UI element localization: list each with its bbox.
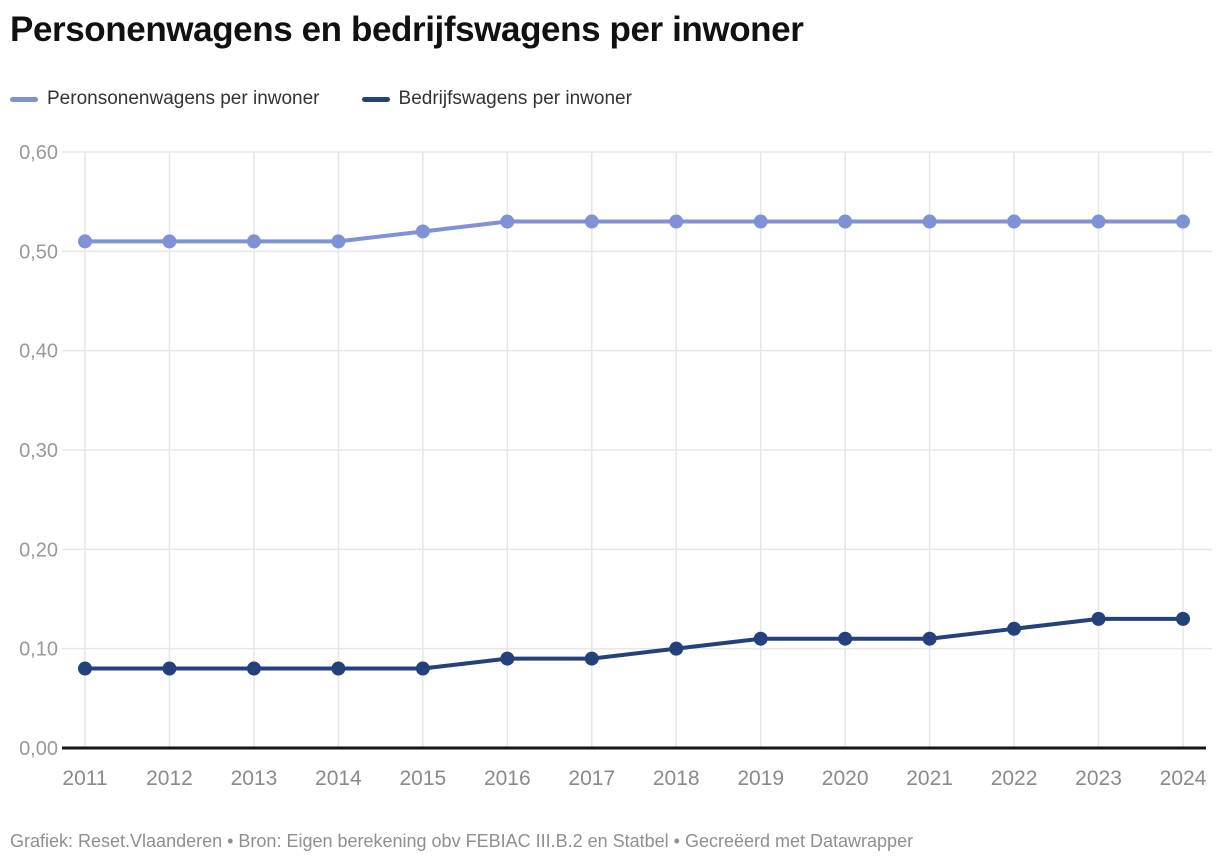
legend-swatch-bedrijfswagens-icon — [361, 96, 390, 102]
y-tick-label: 0,40 — [19, 341, 58, 363]
y-tick-label: 0,50 — [19, 241, 58, 263]
legend-item-personenwagens: Peronsonenwagens per inwoner — [10, 88, 320, 110]
y-tick-label: 0,10 — [19, 639, 58, 661]
x-tick-label: 2011 — [62, 767, 107, 790]
data-point-bedrijfswagens-2014[interactable] — [331, 661, 346, 676]
data-point-bedrijfswagens-2020[interactable] — [838, 631, 853, 646]
data-point-bedrijfswagens-2024[interactable] — [1176, 611, 1190, 626]
legend-item-bedrijfswagens: Bedrijfswagens per inwoner — [361, 88, 632, 110]
data-point-peronsonenwagens-2016[interactable] — [500, 214, 515, 229]
x-tick-label: 2017 — [568, 767, 615, 790]
x-tick-label: 2012 — [146, 767, 193, 790]
x-tick-label: 2013 — [231, 767, 278, 790]
data-point-peronsonenwagens-2014[interactable] — [331, 234, 346, 249]
data-point-peronsonenwagens-2020[interactable] — [838, 214, 853, 229]
data-point-bedrijfswagens-2021[interactable] — [922, 631, 937, 646]
data-point-bedrijfswagens-2017[interactable] — [584, 651, 599, 666]
y-tick-label: 0,60 — [19, 142, 58, 164]
data-point-peronsonenwagens-2022[interactable] — [1007, 214, 1022, 229]
x-tick-label: 2020 — [822, 767, 869, 790]
legend-swatch-personenwagens-icon — [10, 96, 38, 102]
legend: Peronsonenwagens per inwoner Bedrijfswag… — [10, 88, 632, 110]
data-point-bedrijfswagens-2019[interactable] — [753, 631, 768, 646]
y-tick-label: 0,00 — [19, 738, 58, 760]
data-point-bedrijfswagens-2011[interactable] — [78, 661, 92, 676]
legend-item-label: Bedrijfswagens per inwoner — [398, 88, 632, 109]
series-line-bedrijfswagens — [83, 616, 1185, 671]
legend-item-label: Peronsonenwagens per inwoner — [47, 88, 320, 109]
series-line-peronsonenwagens — [83, 219, 1185, 244]
y-tick-label: 0,30 — [19, 440, 58, 462]
data-point-peronsonenwagens-2011[interactable] — [78, 234, 92, 249]
chart-canvas: 0,00 0,10 0,20 0,30 0,40 0,50 0,60 2011 2012 2013… — [19, 142, 1212, 790]
x-tick-label: 2019 — [737, 767, 784, 790]
data-point-peronsonenwagens-2023[interactable] — [1091, 214, 1106, 229]
data-point-peronsonenwagens-2015[interactable] — [415, 224, 430, 239]
x-tick-label: 2023 — [1075, 767, 1122, 790]
data-point-bedrijfswagens-2013[interactable] — [246, 661, 261, 676]
data-point-bedrijfswagens-2018[interactable] — [669, 641, 684, 656]
x-tick-label: 2014 — [315, 767, 362, 790]
y-tick-label: 0,20 — [19, 539, 58, 561]
data-point-peronsonenwagens-2019[interactable] — [753, 214, 768, 229]
x-tick-label: 2021 — [906, 767, 953, 790]
data-point-bedrijfswagens-2015[interactable] — [415, 661, 430, 676]
data-point-peronsonenwagens-2018[interactable] — [669, 214, 684, 229]
x-tick-label: 2018 — [653, 767, 700, 790]
page-title: Personenwagens en bedrijfswagens per inw… — [10, 10, 804, 49]
data-point-peronsonenwagens-2021[interactable] — [922, 214, 937, 229]
x-tick-label: 2022 — [991, 767, 1038, 790]
chart-area: 0,00 0,10 0,20 0,30 0,40 0,50 0,60 2011 2012 2013… — [0, 140, 1220, 800]
data-point-bedrijfswagens-2016[interactable] — [500, 651, 515, 666]
x-tick-label: 2016 — [484, 767, 531, 790]
x-tick-label: 2024 — [1160, 767, 1207, 790]
data-point-peronsonenwagens-2013[interactable] — [246, 234, 261, 249]
x-tick-label: 2015 — [399, 767, 446, 790]
data-point-peronsonenwagens-2012[interactable] — [162, 234, 177, 249]
data-point-bedrijfswagens-2022[interactable] — [1007, 621, 1022, 636]
data-point-bedrijfswagens-2023[interactable] — [1091, 611, 1106, 626]
data-point-bedrijfswagens-2012[interactable] — [162, 661, 177, 676]
data-point-peronsonenwagens-2017[interactable] — [584, 214, 599, 229]
footer-credit: Grafiek: Reset.Vlaanderen • Bron: Eigen … — [10, 831, 914, 851]
data-point-peronsonenwagens-2024[interactable] — [1176, 214, 1190, 229]
